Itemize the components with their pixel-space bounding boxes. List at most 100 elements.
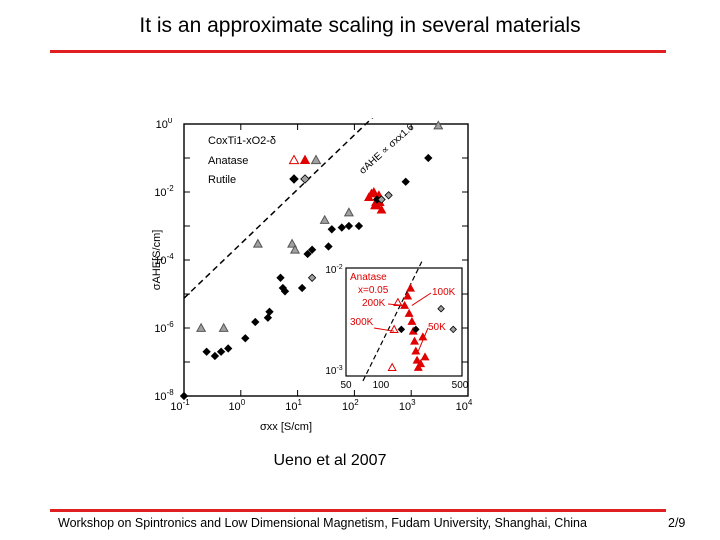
x-tick-exponent: 1 xyxy=(297,398,302,407)
data-point xyxy=(241,334,250,343)
footer-divider xyxy=(50,509,666,512)
data-point xyxy=(210,351,220,361)
data-point xyxy=(196,322,207,332)
data-point xyxy=(303,249,312,259)
data-point xyxy=(280,287,290,296)
x-tick-exponent: -1 xyxy=(183,398,191,407)
data-point xyxy=(265,307,274,316)
slide-title: It is an approximate scaling in several … xyxy=(139,14,581,37)
y-tick-exponent: -8 xyxy=(167,388,175,397)
data-point xyxy=(324,242,333,251)
y-tick-exponent: -4 xyxy=(167,252,175,261)
footer-text: Workshop on Spintronics and Low Dimensio… xyxy=(58,516,587,530)
inset-label-300k: 300K xyxy=(350,317,374,328)
data-point xyxy=(224,344,233,353)
inset-data-point xyxy=(449,325,457,334)
y-axis-label: σAHE[S/cm] xyxy=(151,230,163,291)
page-number: 2/9 xyxy=(668,516,686,530)
data-point xyxy=(202,347,211,356)
y-tick-exponent: -2 xyxy=(167,184,175,193)
x-axis-label: σxx [S/cm] xyxy=(260,421,312,433)
scaling-line xyxy=(183,118,374,299)
x-tick-exponent: 4 xyxy=(468,398,473,407)
data-point xyxy=(252,238,263,248)
title-divider xyxy=(50,50,666,53)
data-point xyxy=(263,313,273,322)
inset-label-composition: x=0.05 xyxy=(358,285,389,296)
y-tick-exponent: 0 xyxy=(168,118,173,125)
legend-marker-anatase-grey xyxy=(310,154,322,165)
legend-marker-anatase-filled xyxy=(299,154,311,164)
inset-x-tick-label: 50 xyxy=(340,380,352,391)
data-point xyxy=(337,223,346,232)
inset-data-point xyxy=(411,346,421,355)
data-point xyxy=(319,214,330,224)
inset-y-tick-exponent: -2 xyxy=(336,264,342,271)
data-point xyxy=(307,245,317,254)
inset-label-200k: 200K xyxy=(362,298,386,309)
inset-x-tick-label: 500 xyxy=(452,380,469,391)
inset-data-point xyxy=(404,308,414,317)
y-tick-label: 10-6 xyxy=(154,320,174,335)
data-point xyxy=(433,120,444,130)
x-tick-label: 103 xyxy=(399,398,416,413)
x-tick-label: 100 xyxy=(228,398,245,413)
inset-frame xyxy=(345,267,463,377)
inset-data-point xyxy=(416,359,426,368)
x-tick-exponent: 3 xyxy=(411,398,416,407)
inset-data-point xyxy=(400,300,410,309)
inset-data-point xyxy=(410,336,420,345)
inset-data-point xyxy=(420,352,430,361)
data-point xyxy=(216,347,226,356)
data-point xyxy=(377,195,386,204)
inset-scaling-line xyxy=(362,259,424,382)
inset-data-point xyxy=(389,324,399,333)
data-point xyxy=(307,273,317,282)
data-point xyxy=(179,391,189,401)
inset-label-100k: 100K xyxy=(432,287,456,298)
inset-data-point xyxy=(412,355,422,364)
data-point xyxy=(343,207,354,217)
x-tick-exponent: 0 xyxy=(241,398,246,407)
data-point xyxy=(384,191,393,200)
data-point xyxy=(276,273,285,282)
data-point xyxy=(287,238,298,248)
inset-data-point xyxy=(407,316,417,325)
data-point xyxy=(354,221,364,231)
inset-data-point xyxy=(406,283,416,292)
x-tick-exponent: 2 xyxy=(354,398,359,407)
legend-marker-anatase-open xyxy=(288,154,300,165)
figure-caption: Ueno et al 2007 xyxy=(273,452,387,469)
inset-data-point xyxy=(393,297,403,306)
legend-marker-rutile-grey xyxy=(300,174,310,184)
legend-marker-rutile-black xyxy=(289,174,299,184)
scaling-chart: 10-1 100 101 102 103 10410-810-610-410-2100σx… xyxy=(151,118,473,433)
inset-x-tick-label: 100 xyxy=(373,380,390,391)
x-tick-label: 102 xyxy=(342,398,359,413)
x-tick-label: 104 xyxy=(456,398,473,413)
data-point xyxy=(218,322,229,332)
data-point xyxy=(344,221,354,231)
inset-label-anatase: Anatase xyxy=(350,272,387,283)
data-point xyxy=(424,153,433,163)
inset-data-point xyxy=(418,332,428,341)
x-tick-label: 101 xyxy=(285,398,302,413)
inset-arrow-100k xyxy=(411,292,432,306)
data-point xyxy=(297,283,307,293)
data-point xyxy=(368,186,379,196)
legend-title: CoxTi1-xO2-δ xyxy=(208,135,276,147)
inset-label-50k: 50K xyxy=(428,322,446,333)
inset-data-point xyxy=(403,291,413,300)
inset-data-point xyxy=(412,325,420,334)
x-tick-label: 10-1 xyxy=(170,398,190,413)
inset-data-point xyxy=(387,362,397,371)
inset-data-point xyxy=(397,325,406,334)
data-point xyxy=(289,244,301,254)
data-point xyxy=(401,177,410,186)
inset-data-point xyxy=(437,304,445,313)
inset-y-tick-exponent: -3 xyxy=(336,365,342,372)
data-point xyxy=(327,225,336,234)
y-tick-exponent: -6 xyxy=(167,320,175,329)
legend-label-anatase: Anatase xyxy=(208,155,248,167)
data-point xyxy=(376,204,387,214)
